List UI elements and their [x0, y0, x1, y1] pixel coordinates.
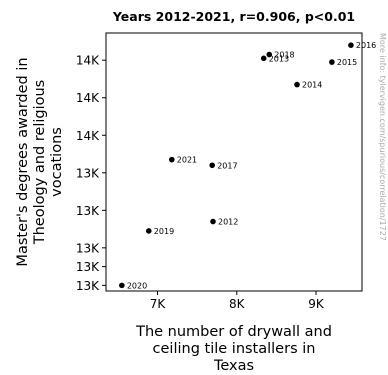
- point-label-2013: 2013: [269, 54, 289, 63]
- point-label-2017: 2017: [217, 161, 237, 170]
- data-point-2012: [210, 218, 216, 225]
- data-point-2015: [329, 59, 335, 65]
- data-point-2014: [294, 81, 300, 88]
- point-label-2018: 2018: [274, 51, 294, 60]
- x-tick-label: 9K: [308, 297, 325, 311]
- point-label-2020: 2020: [127, 281, 147, 290]
- y-tick-label: 13K: [76, 260, 100, 274]
- data-point-2020: [119, 282, 125, 289]
- point-label-2021: 2021: [177, 156, 197, 165]
- y-tick-label: 14K: [76, 91, 100, 105]
- x-tick-label: 7K: [150, 297, 167, 311]
- data-point-2018: [266, 51, 273, 58]
- axis-label-line: The number of drywall and: [135, 324, 332, 340]
- y-axis-label: Master's degrees awarded inTheology and …: [15, 57, 65, 266]
- plot-area: [105, 32, 363, 292]
- data-point-2013: [260, 55, 267, 62]
- axis-label-line: Texas: [213, 358, 254, 374]
- y-tick-label: 13K: [76, 204, 100, 218]
- source-note: More info: tylervigen.com/spurious/corre…: [378, 33, 387, 241]
- y-tick-label: 13K: [76, 241, 100, 255]
- axis-label-line: vocations: [49, 127, 65, 197]
- y-tick-label: 13K: [76, 279, 100, 293]
- data-point-2017: [209, 162, 216, 169]
- data-point-2021: [168, 156, 175, 163]
- point-label-2015: 2015: [337, 58, 357, 67]
- chart-title: Years 2012-2021, r=0.906, p<0.01: [112, 9, 355, 24]
- axis-label-line: Master's degrees awarded in: [15, 57, 31, 266]
- x-axis-label: The number of drywall and ceiling tile in…: [135, 324, 332, 374]
- y-tick-label: 14K: [76, 129, 100, 143]
- point-label-2014: 2014: [302, 81, 322, 90]
- point-label-2012: 2012: [218, 218, 238, 227]
- x-tick-label: 8K: [229, 297, 246, 311]
- point-label-2016: 2016: [356, 41, 376, 50]
- y-axis: 13K 13K 13K 13K 13K 14K 14K 14K: [76, 54, 106, 293]
- axis-label-line: ceiling tile installers in: [153, 341, 316, 357]
- y-tick-label: 13K: [76, 166, 100, 180]
- point-label-2019: 2019: [154, 227, 174, 236]
- data-point-2016: [348, 42, 354, 48]
- y-tick-label: 14K: [76, 54, 100, 68]
- axis-label-line: Theology and religious: [32, 80, 48, 246]
- x-axis: 7K 8K 9K: [150, 291, 325, 311]
- data-points: 2012 2013 2014 2015 2016 2017 2018 2019 2020 2021: [119, 41, 376, 290]
- data-point-2019: [145, 228, 152, 234]
